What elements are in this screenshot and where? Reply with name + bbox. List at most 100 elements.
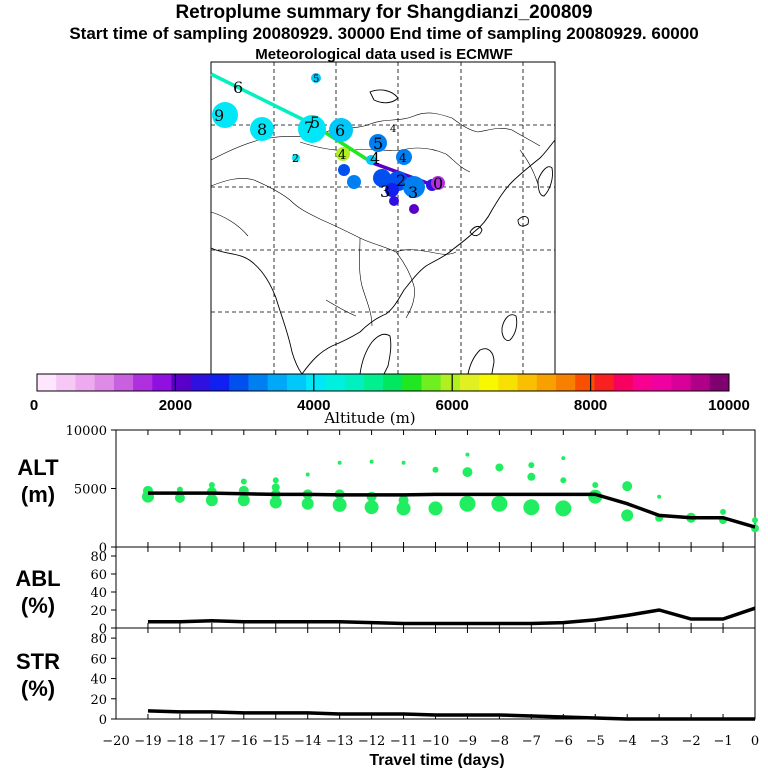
- alt-plume-dot: [491, 495, 508, 512]
- alt-plume-dot: [622, 481, 633, 492]
- plume-marker: [329, 118, 353, 142]
- panel-frame: [115, 546, 756, 629]
- plume-marker: [396, 149, 412, 165]
- colorbar-cell: [286, 374, 307, 391]
- alt-plume-dot: [364, 500, 379, 515]
- travel-time-axis: −20 −19 −18 −17 −16 −15 −14 −13 −12 −11 −10 −9 −8 −7−…: [102, 734, 759, 749]
- abl-line: [147, 606, 756, 626]
- map-day-label: 3: [408, 183, 418, 202]
- colorbar-cell: [113, 374, 134, 391]
- x-tick-label: −7: [522, 734, 541, 749]
- colorbar-tick-label: 4000: [297, 397, 330, 414]
- plume-markers: [212, 73, 445, 214]
- x-tick-label: −12: [358, 734, 385, 749]
- panel-frame: [115, 627, 756, 720]
- map-coastlines: [210, 89, 556, 375]
- x-tick-label: −1: [713, 734, 732, 749]
- colorbar-cell: [575, 374, 595, 391]
- map-day-label: 7: [304, 118, 314, 137]
- alt-plume-dot: [432, 466, 439, 473]
- alt-plume-dot: [523, 499, 540, 516]
- map-day-label: 3: [380, 182, 390, 201]
- x-tick-label: −6: [554, 734, 573, 749]
- plume-marker: [389, 196, 399, 206]
- colorbar-cell: [556, 374, 576, 391]
- y-tick-label: 0: [99, 541, 107, 556]
- colorbar-cell: [75, 374, 96, 391]
- alt-plume-dot: [272, 477, 279, 484]
- map-day-label: 2: [292, 152, 299, 165]
- y-tick-label: 80: [90, 550, 107, 565]
- map-day-label: 9: [214, 106, 224, 125]
- colorbar-cell: [344, 374, 365, 391]
- sampling-times: Start time of sampling 20080929. 30000 E…: [69, 24, 699, 43]
- alt-plume-dot: [592, 481, 599, 488]
- colorbar-cell: [517, 374, 538, 391]
- alt-plume-dot: [369, 459, 374, 464]
- abl-panel-units: (%): [21, 593, 55, 618]
- plume-marker: [347, 175, 361, 189]
- x-tick-label: −9: [458, 734, 477, 749]
- alt-plume-dot: [428, 501, 443, 516]
- colorbar-cell: [267, 374, 288, 391]
- map-panel: 6 5 9 8 7 5 6 4 2 4 4 5 4 3 3 2 0: [210, 61, 556, 375]
- alt-plume-dot: [720, 508, 727, 515]
- x-tick-label: −18: [166, 734, 193, 749]
- x-tick-label: −8: [490, 734, 509, 749]
- alt-plume-dot: [301, 497, 314, 510]
- colorbar-cell: [709, 374, 730, 391]
- colorbar-cell: [421, 374, 442, 391]
- colorbar-tick-label: 8000: [574, 397, 607, 414]
- alt-plume-dot: [337, 460, 342, 465]
- colorbar-tick-labels: 0 2000 4000 6000 8000 10000: [30, 374, 750, 414]
- x-tick-label: −5: [586, 734, 605, 749]
- colorbar-cell: [536, 374, 557, 391]
- colorbar-cell: [229, 374, 249, 391]
- str-line: [147, 709, 755, 721]
- colorbar-cell: [248, 374, 269, 391]
- colorbar-cell: [363, 374, 384, 391]
- colorbar-cell: [325, 374, 346, 391]
- alt-plume-dot: [269, 496, 282, 509]
- alt-plume-dot: [271, 483, 280, 492]
- x-tick-label: −15: [262, 734, 289, 749]
- x-tick-label: 0: [751, 734, 759, 749]
- map-day-label: 4: [390, 124, 396, 135]
- alt-plume-dot: [459, 495, 476, 512]
- alt-panel-label: ALT: [17, 455, 59, 480]
- colorbar-cell: [613, 374, 634, 391]
- x-tick-label: −4: [618, 734, 637, 749]
- abl-panel: 0 20 40 60 80: [90, 546, 756, 637]
- plume-marker: [336, 147, 350, 161]
- x-tick-label: −10: [422, 734, 449, 749]
- alt-plume-dot: [560, 477, 567, 484]
- x-axis-title: Travel time (days): [369, 752, 504, 768]
- abl-panel-label: ABL: [15, 566, 60, 591]
- alt-plume-dot: [240, 478, 247, 485]
- alt-plume-dot: [462, 467, 473, 478]
- colorbar-tick-label: 2000: [159, 397, 192, 414]
- colorbar-cell: [479, 374, 499, 391]
- colorbar-label: Altitude (m): [323, 409, 415, 427]
- colorbar-cell: [37, 374, 57, 391]
- plume-marker: [298, 115, 326, 143]
- x-tick-label: −19: [134, 734, 161, 749]
- y-tick-label: 10000: [66, 424, 107, 439]
- x-tick-label: −17: [198, 734, 225, 749]
- plume-marker: [431, 176, 445, 190]
- alt-plume-dot: [527, 472, 536, 481]
- y-tick-label: 60: [90, 568, 107, 583]
- colorbar-cell: [383, 374, 403, 391]
- colorbar-cell: [152, 374, 173, 391]
- map-day-label: 4: [399, 151, 407, 165]
- plume-marker: [385, 183, 399, 197]
- map-day-label: 5: [373, 134, 383, 153]
- colorbar-cell: [594, 374, 615, 391]
- plume-marker: [292, 154, 300, 162]
- plume-marker: [373, 169, 391, 187]
- x-tick-label: −2: [682, 734, 701, 749]
- map-day-label: 0: [433, 174, 443, 193]
- alt-plume-dot: [237, 494, 250, 507]
- alt-plume-dot: [332, 497, 347, 512]
